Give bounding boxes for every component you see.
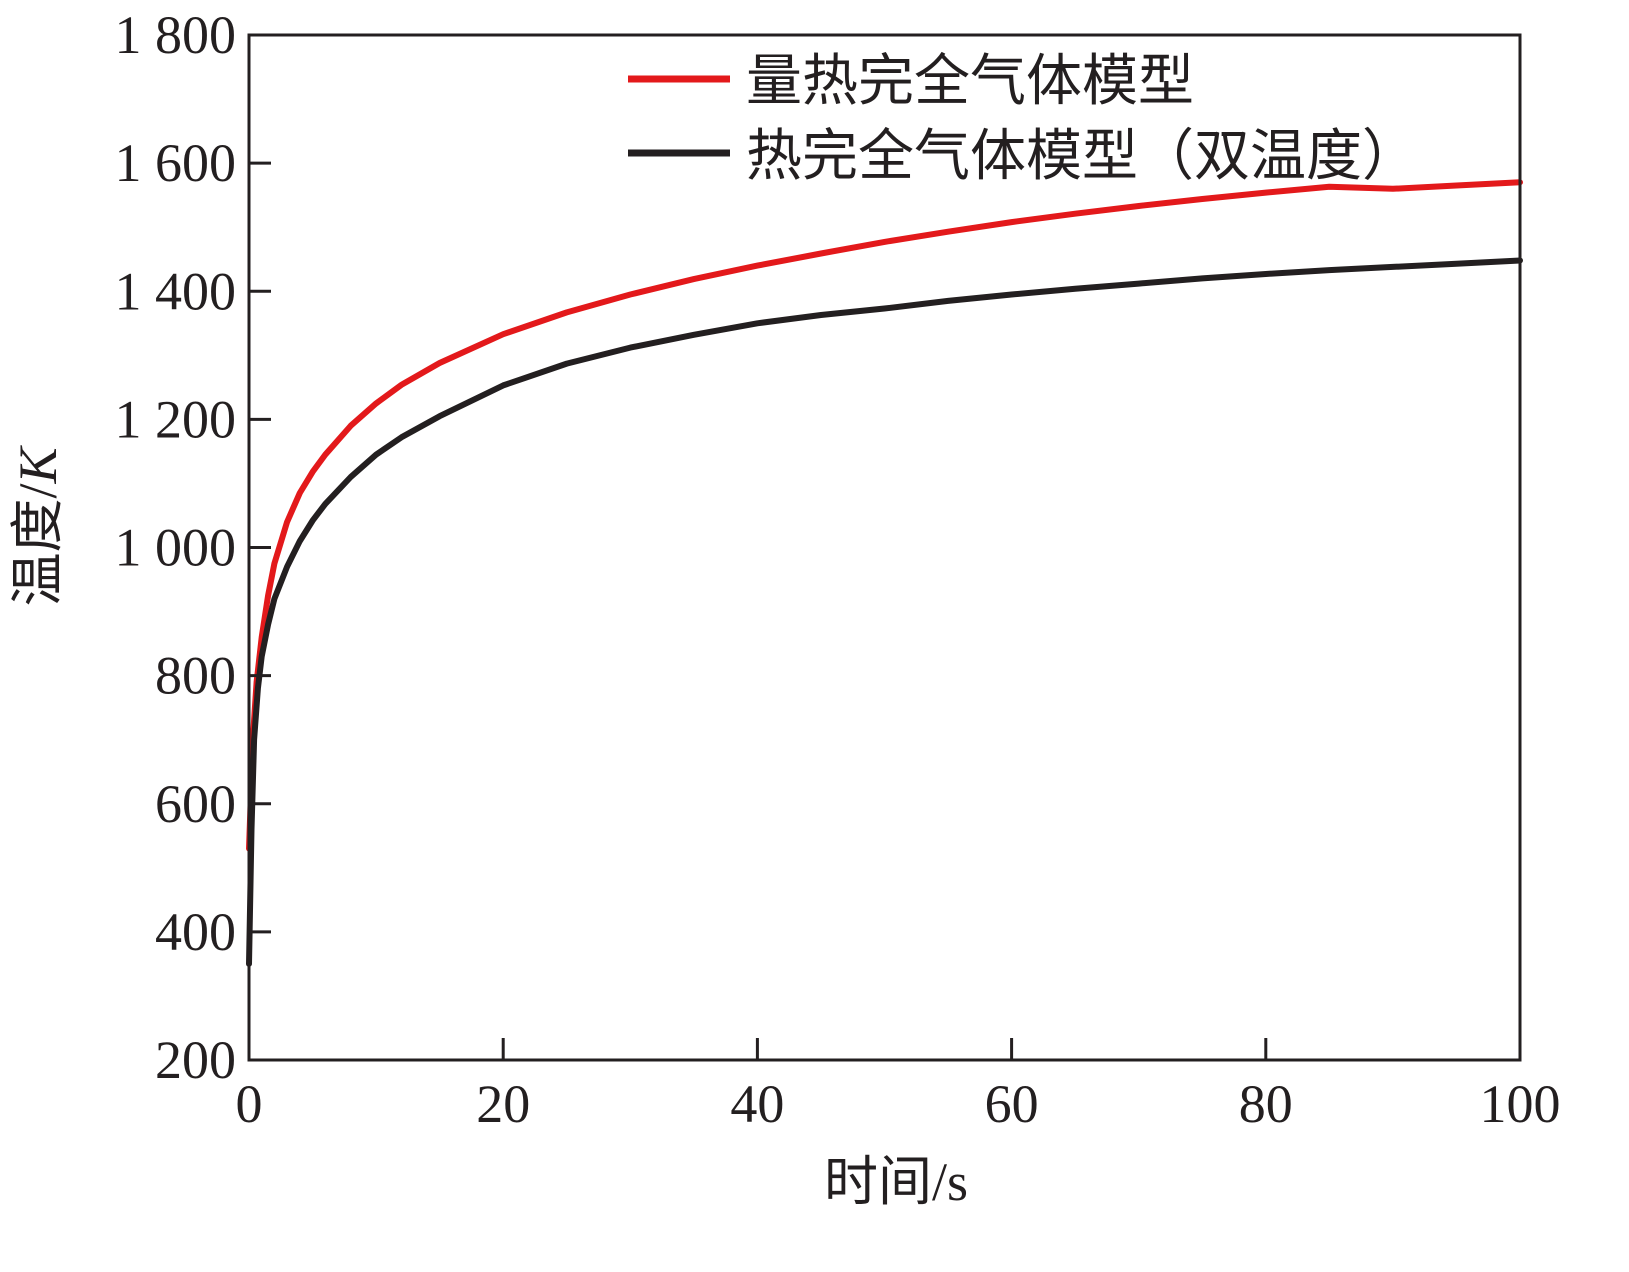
x-tick-label: 40: [730, 1074, 784, 1134]
legend-label-series-1: 量热完全气体模型: [746, 51, 1194, 113]
x-tick-label: 80: [1239, 1074, 1293, 1134]
x-axis: 0 20 40 60 80 100: [236, 1038, 1561, 1134]
series-line-1: [246, 179, 1523, 852]
x-axis-label: 时间/s: [824, 1152, 968, 1212]
y-axis-label-unit: K: [8, 445, 68, 485]
series-line-2: [246, 257, 1523, 967]
y-tick-label: 1 600: [115, 133, 237, 193]
legend-label-series-2: 热完全气体模型（双温度）: [746, 126, 1418, 188]
y-tick-label: 1 200: [115, 389, 237, 449]
y-tick-label: 1 000: [115, 518, 237, 578]
y-tick-label: 600: [155, 774, 236, 834]
y-tick-label: 1 800: [115, 5, 237, 65]
y-tick-label: 800: [155, 646, 236, 706]
series-layer: [246, 179, 1523, 967]
x-tick-label: 100: [1480, 1074, 1561, 1134]
legend: 量热完全气体模型 热完全气体模型（双温度）: [628, 51, 1418, 188]
x-tick-label: 20: [476, 1074, 530, 1134]
y-tick-label: 400: [155, 902, 236, 962]
x-tick-label: 60: [985, 1074, 1039, 1134]
y-axis-label-prefix: 温度/: [8, 484, 68, 607]
y-tick-label: 1 400: [115, 261, 237, 321]
y-axis-label: 温度/K: [8, 445, 68, 607]
x-tick-label: 0: [236, 1074, 263, 1134]
y-axis: 200 400 600 800 1 000 1 200 1 400 1 600 1 800: [115, 5, 271, 1090]
y-tick-label: 200: [155, 1030, 236, 1090]
